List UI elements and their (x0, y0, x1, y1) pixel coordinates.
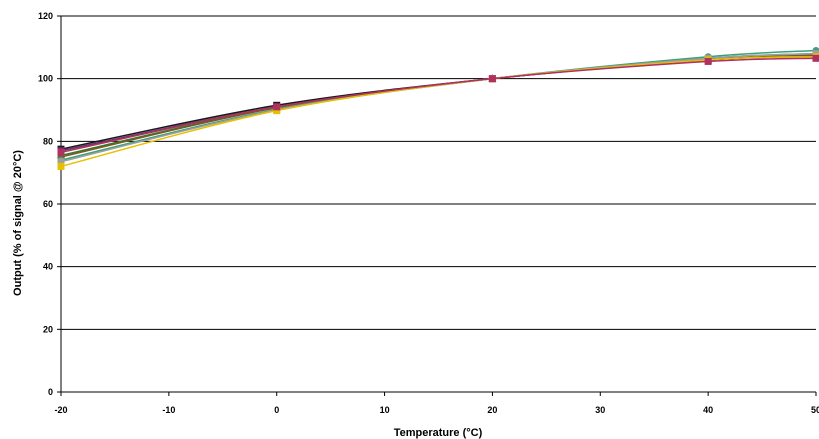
x-tick-label: 30 (595, 405, 605, 415)
grid-lines (61, 15, 816, 393)
data-point (57, 148, 65, 156)
tick-labels: 0 20 40 60 80 100 120 -20 -10 0 10 20 30 40 50 (38, 11, 819, 415)
axes (57, 15, 817, 396)
data-point (57, 158, 65, 166)
series-4 (57, 51, 819, 161)
series-line (60, 52, 817, 157)
series-line (60, 55, 817, 152)
series-line (60, 49, 817, 161)
data-point (57, 162, 65, 170)
data-point (273, 107, 281, 115)
series-6 (57, 50, 819, 166)
data-point (273, 103, 281, 111)
y-axis-title: Output (% of signal @ 20°C) (12, 150, 24, 296)
y-tick-label: 0 (48, 387, 53, 397)
series-line (60, 55, 817, 168)
series-group (57, 46, 819, 170)
series-2 (57, 53, 819, 155)
y-tick-label: 100 (38, 74, 53, 84)
x-tick-label: 20 (487, 405, 497, 415)
series-3 (57, 49, 819, 159)
data-point (488, 75, 496, 83)
series-8 (57, 54, 819, 156)
data-point (812, 54, 819, 62)
x-tick-label: 40 (703, 405, 713, 415)
series-line (60, 52, 817, 163)
x-tick-label: 10 (380, 405, 390, 415)
y-tick-label: 80 (43, 136, 53, 146)
x-tick-label: -10 (162, 405, 175, 415)
x-axis-title: Temperature (°C) (394, 427, 483, 439)
y-tick-label: 60 (43, 199, 53, 209)
data-point (704, 57, 712, 65)
x-tick-label: -20 (54, 405, 67, 415)
series-line (60, 57, 817, 154)
y-tick-label: 20 (43, 324, 53, 334)
series-7 (57, 53, 819, 170)
y-tick-label: 40 (43, 262, 53, 272)
x-tick-label: 0 (274, 405, 279, 415)
y-tick-label: 120 (38, 11, 53, 21)
x-tick-label: 50 (811, 405, 819, 415)
series-1 (57, 51, 819, 153)
